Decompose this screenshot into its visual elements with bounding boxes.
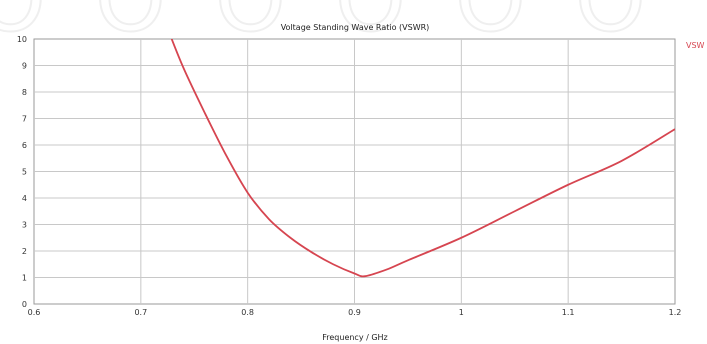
series-layer	[170, 39, 675, 278]
grid	[34, 39, 675, 304]
x-tick-label: 0.8	[241, 308, 254, 317]
y-tick-label: 2	[22, 247, 27, 256]
x-tick-label: 1.2	[669, 308, 682, 317]
y-tick-label: 10	[17, 35, 27, 44]
y-tick-label: 4	[22, 194, 27, 203]
x-tick-label: 1	[459, 308, 464, 317]
y-tick-label: 3	[22, 221, 27, 230]
x-tick-label: 0.6	[28, 308, 41, 317]
chart-title: Voltage Standing Wave Ratio (VSWR)	[281, 23, 430, 32]
series-line-vsw	[170, 39, 675, 278]
y-tick-label: 7	[22, 115, 27, 124]
y-tick-label: 6	[22, 141, 27, 150]
y-tick-label: 0	[22, 300, 27, 309]
y-tick-labels: 0 1 2 3 4 5 6 7 8 9 10	[17, 35, 27, 309]
y-tick-label: 8	[22, 88, 27, 97]
y-tick-label: 9	[22, 62, 27, 71]
x-tick-label: 1.1	[562, 308, 575, 317]
x-tick-label: 0.7	[134, 308, 147, 317]
legend-entry-vsw: VSW	[686, 41, 705, 50]
x-tick-labels: 0.6 0.7 0.8 0.9 1 1.1 1.2	[28, 308, 682, 317]
y-tick-label: 5	[22, 168, 27, 177]
y-tick-label: 1	[22, 274, 27, 283]
x-tick-label: 0.9	[348, 308, 361, 317]
x-axis-label: Frequency / GHz	[322, 333, 388, 342]
